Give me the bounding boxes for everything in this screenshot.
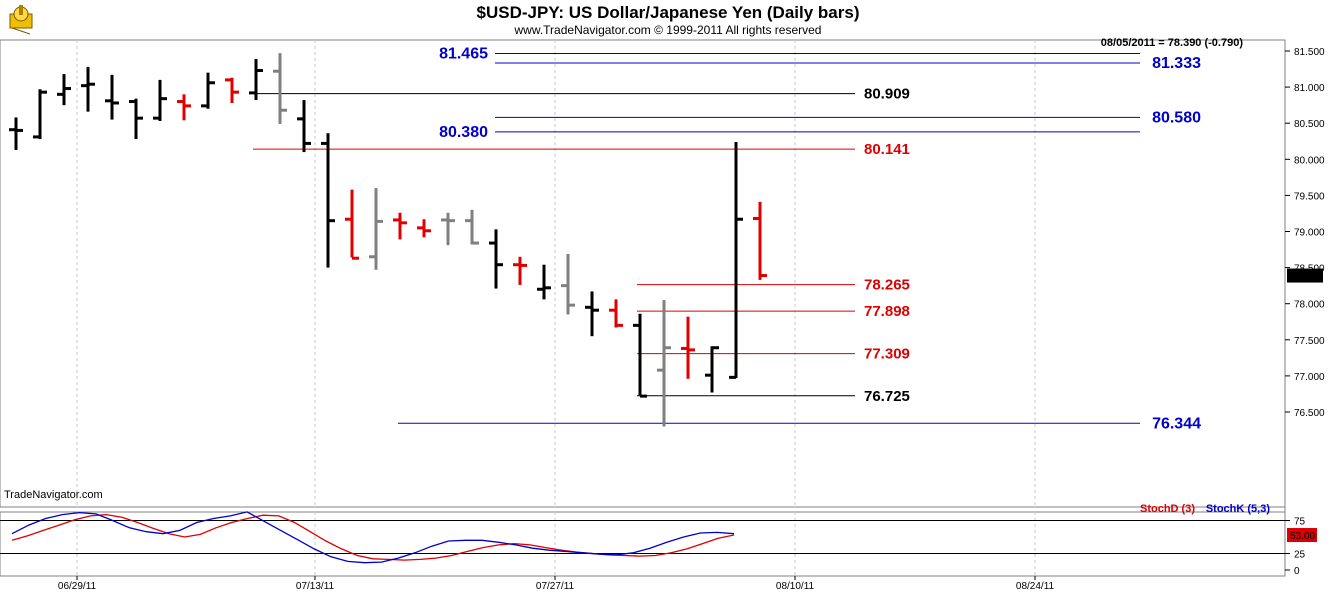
stoch-tick-label: 25 <box>1294 550 1306 561</box>
stochastic-axis: 75 25 0 53.00 <box>1285 517 1317 577</box>
price-level-label: 76.344 <box>1152 415 1201 432</box>
stoch-d-legend: StochD (3) <box>1140 503 1195 515</box>
stoch-k-legend: StochK (5,3) <box>1206 503 1271 515</box>
date-tick-label: 08/24/11 <box>1016 581 1055 592</box>
price-level-label: 76.725 <box>864 388 910 405</box>
price-level-label: 80.580 <box>1152 109 1201 126</box>
price-tick-label: 81.000 <box>1294 83 1325 94</box>
price-level-label: 81.465 <box>439 46 488 63</box>
last-price-box <box>1287 268 1323 283</box>
stoch-series-line <box>11 511 735 564</box>
logo <box>9 5 33 35</box>
date-tick-label: 08/10/11 <box>776 581 815 592</box>
price-panel-frame <box>0 39 1286 508</box>
price-tick-label: 77.000 <box>1294 372 1325 383</box>
price-tick-label: 78.000 <box>1294 300 1325 311</box>
price-level-label: 80.909 <box>864 86 910 103</box>
last-price-label: 78.390 <box>1290 272 1321 283</box>
date-tick-label: 06/29/11 <box>58 581 97 592</box>
date-axis: 06/29/11 07/13/11 07/27/11 08/10/11 08/24/11 <box>58 576 1055 592</box>
price-tick-label: 79.000 <box>1294 228 1325 239</box>
price-grid <box>76 40 1036 576</box>
price-axis: 81.50081.00080.50080.00079.50079.00078.5… <box>1285 47 1325 419</box>
price-level-label: 81.333 <box>1152 55 1201 72</box>
chart-subtitle: www.TradeNavigator.com © 1999-2011 All r… <box>514 23 822 37</box>
stochastic-lines <box>0 511 1285 564</box>
price-level-label: 77.898 <box>864 303 910 320</box>
price-tick-label: 76.500 <box>1294 408 1325 419</box>
stoch-last-label: 53.00 <box>1290 531 1315 542</box>
price-level-label: 77.309 <box>864 346 910 363</box>
price-levels: 81.465 81.333 80.909 80.580 80.380 80.141 78.2… <box>253 46 1201 432</box>
stoch-tick-label: 75 <box>1294 517 1306 528</box>
ship-wheel-icon <box>9 5 33 35</box>
price-tick-label: 79.500 <box>1294 191 1325 202</box>
price-level-label: 80.141 <box>864 141 910 158</box>
ohlc-bars <box>9 53 767 427</box>
stoch-tick-label: 0 <box>1294 566 1300 577</box>
price-tick-label: 77.500 <box>1294 336 1325 347</box>
price-level-label: 78.265 <box>864 277 910 294</box>
quote-label: 08/05/2011 = 78.390 (-0.790) <box>1101 37 1244 49</box>
date-tick-label: 07/27/11 <box>536 581 575 592</box>
stoch-panel-frame <box>0 511 1286 577</box>
chart-title: $USD-JPY: US Dollar/Japanese Yen (Daily … <box>477 3 860 22</box>
price-tick-label: 80.000 <box>1294 155 1325 166</box>
watermark: TradeNavigator.com <box>4 489 103 501</box>
stoch-last-box <box>1287 528 1317 543</box>
date-tick-label: 07/13/11 <box>296 581 335 592</box>
price-tick-label: 81.500 <box>1294 47 1325 58</box>
price-level-label: 80.380 <box>439 124 488 141</box>
price-tick-label: 80.500 <box>1294 119 1325 130</box>
